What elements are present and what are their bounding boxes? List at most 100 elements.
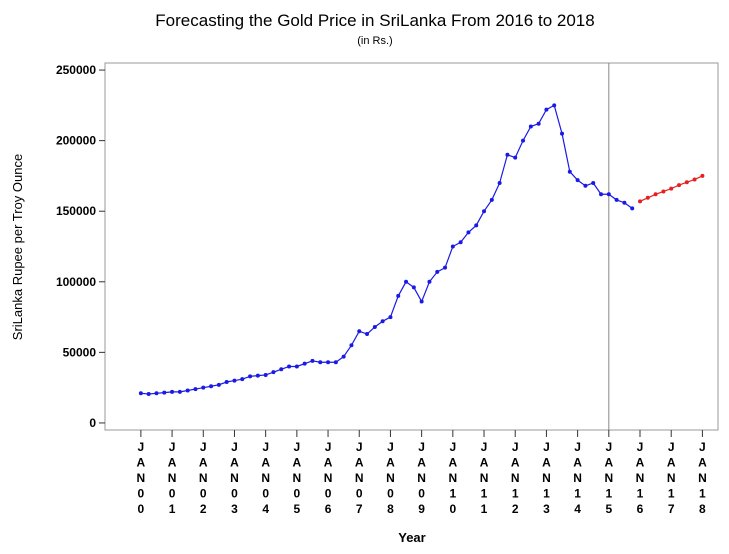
data-point: [287, 364, 292, 369]
y-tick-label: 250000: [56, 63, 96, 77]
data-point: [294, 364, 299, 369]
data-point: [497, 180, 502, 185]
data-point: [326, 360, 331, 365]
data-point: [482, 209, 487, 214]
data-point: [521, 138, 526, 143]
y-tick-label: 150000: [56, 204, 96, 218]
data-point: [669, 186, 674, 191]
data-point: [279, 367, 284, 372]
data-point: [372, 324, 377, 329]
data-point: [170, 389, 175, 394]
data-point: [435, 269, 440, 274]
data-point: [622, 200, 627, 205]
data-point: [263, 372, 268, 377]
data-point: [645, 195, 650, 200]
data-point: [684, 180, 689, 185]
data-point: [575, 178, 580, 183]
data-point: [201, 385, 206, 390]
data-point: [583, 183, 588, 188]
data-point: [255, 373, 260, 378]
data-point: [653, 192, 658, 197]
data-point: [138, 391, 143, 396]
data-point: [232, 378, 237, 383]
data-point: [450, 244, 455, 249]
data-point: [388, 315, 393, 320]
chart-title: Forecasting the Gold Price in SriLanka F…: [155, 11, 594, 30]
y-tick-label: 200000: [56, 134, 96, 148]
series-line: [140, 104, 633, 395]
data-point: [700, 173, 705, 178]
data-point: [419, 299, 424, 304]
data-point: [466, 230, 471, 235]
data-point: [349, 343, 354, 348]
data-point: [209, 384, 214, 389]
data-point: [474, 223, 479, 228]
y-tick-label: 100000: [56, 275, 96, 289]
data-point: [536, 121, 541, 126]
data-point: [185, 388, 190, 393]
plot-frame: [104, 62, 719, 431]
data-point: [443, 265, 448, 270]
data-point: [544, 107, 549, 112]
data-point: [357, 329, 362, 334]
data-point: [552, 103, 557, 108]
data-point: [271, 370, 276, 375]
data-point: [396, 293, 401, 298]
data-point: [380, 319, 385, 324]
data-point: [677, 183, 682, 188]
data-point: [638, 199, 643, 204]
data-point: [333, 360, 338, 365]
data-point: [365, 332, 370, 337]
data-point: [630, 206, 635, 211]
data-point: [458, 240, 463, 245]
data-point: [489, 197, 494, 202]
y-tick-label: 0: [89, 416, 96, 430]
data-point: [302, 361, 307, 366]
data-point: [599, 192, 604, 197]
data-point: [606, 192, 611, 197]
y-axis-label: SriLanka Rupee per Troy Ounce: [10, 154, 25, 340]
data-point: [341, 354, 346, 359]
data-point: [240, 377, 245, 382]
data-point: [216, 382, 221, 387]
data-point: [591, 180, 596, 185]
data-point: [248, 374, 253, 379]
data-point: [193, 387, 198, 392]
data-point: [614, 197, 619, 202]
data-point: [162, 390, 167, 395]
data-point: [528, 124, 533, 129]
data-point: [411, 285, 416, 290]
data-point: [427, 279, 432, 284]
data-point: [513, 155, 518, 160]
data-point: [146, 392, 151, 397]
data-point: [567, 169, 572, 174]
chart-subtitle: (in Rs.): [357, 35, 392, 47]
data-point: [310, 358, 315, 363]
data-point: [177, 389, 182, 394]
y-tick-label: 50000: [63, 345, 97, 359]
data-point: [404, 279, 409, 284]
data-point: [692, 177, 697, 182]
data-point: [560, 131, 565, 136]
data-point: [318, 360, 323, 365]
data-point: [661, 189, 666, 194]
